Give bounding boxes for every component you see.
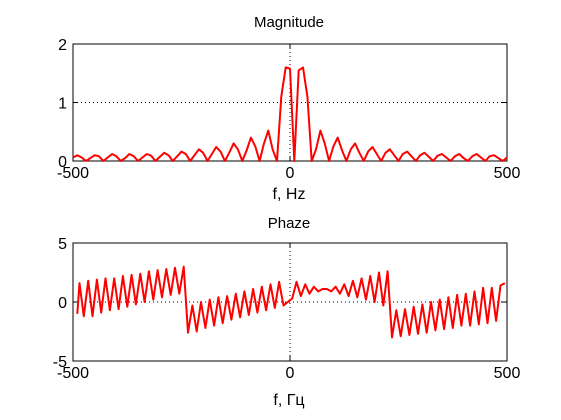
- magnitude-xtick-label: -500: [57, 165, 89, 182]
- phase-ytick-label: -5: [53, 354, 67, 371]
- phase-ticks: [72, 242, 508, 362]
- phase-ytick-label: 5: [58, 236, 67, 253]
- magnitude-series-line: [72, 66, 508, 162]
- magnitude-xlabel: f, Hz: [273, 186, 306, 203]
- phase-xtick-label: 0: [286, 365, 295, 382]
- phase-xtick-label: -500: [57, 365, 89, 382]
- phase-plot: Phaze -500 0 500 -5 0 5 f, Гц: [53, 215, 521, 409]
- magnitude-ytick-label: 1: [58, 96, 67, 113]
- phase-ytick-label: 0: [58, 295, 67, 312]
- phase-xtick-label: 500: [494, 365, 521, 382]
- magnitude-xtick-label: 500: [494, 165, 521, 182]
- magnitude-grid: [73, 44, 507, 161]
- magnitude-ytick-label: 2: [58, 37, 67, 54]
- phase-tick-labels: -500 0 500 -5 0 5: [53, 236, 521, 382]
- magnitude-title: Magnitude: [254, 14, 324, 31]
- phase-xlabel: f, Гц: [273, 392, 304, 409]
- magnitude-ytick-label: 0: [58, 154, 67, 171]
- phase-title: Phaze: [268, 215, 311, 232]
- magnitude-xtick-label: 0: [286, 165, 295, 182]
- phase-series-line: [76, 265, 506, 339]
